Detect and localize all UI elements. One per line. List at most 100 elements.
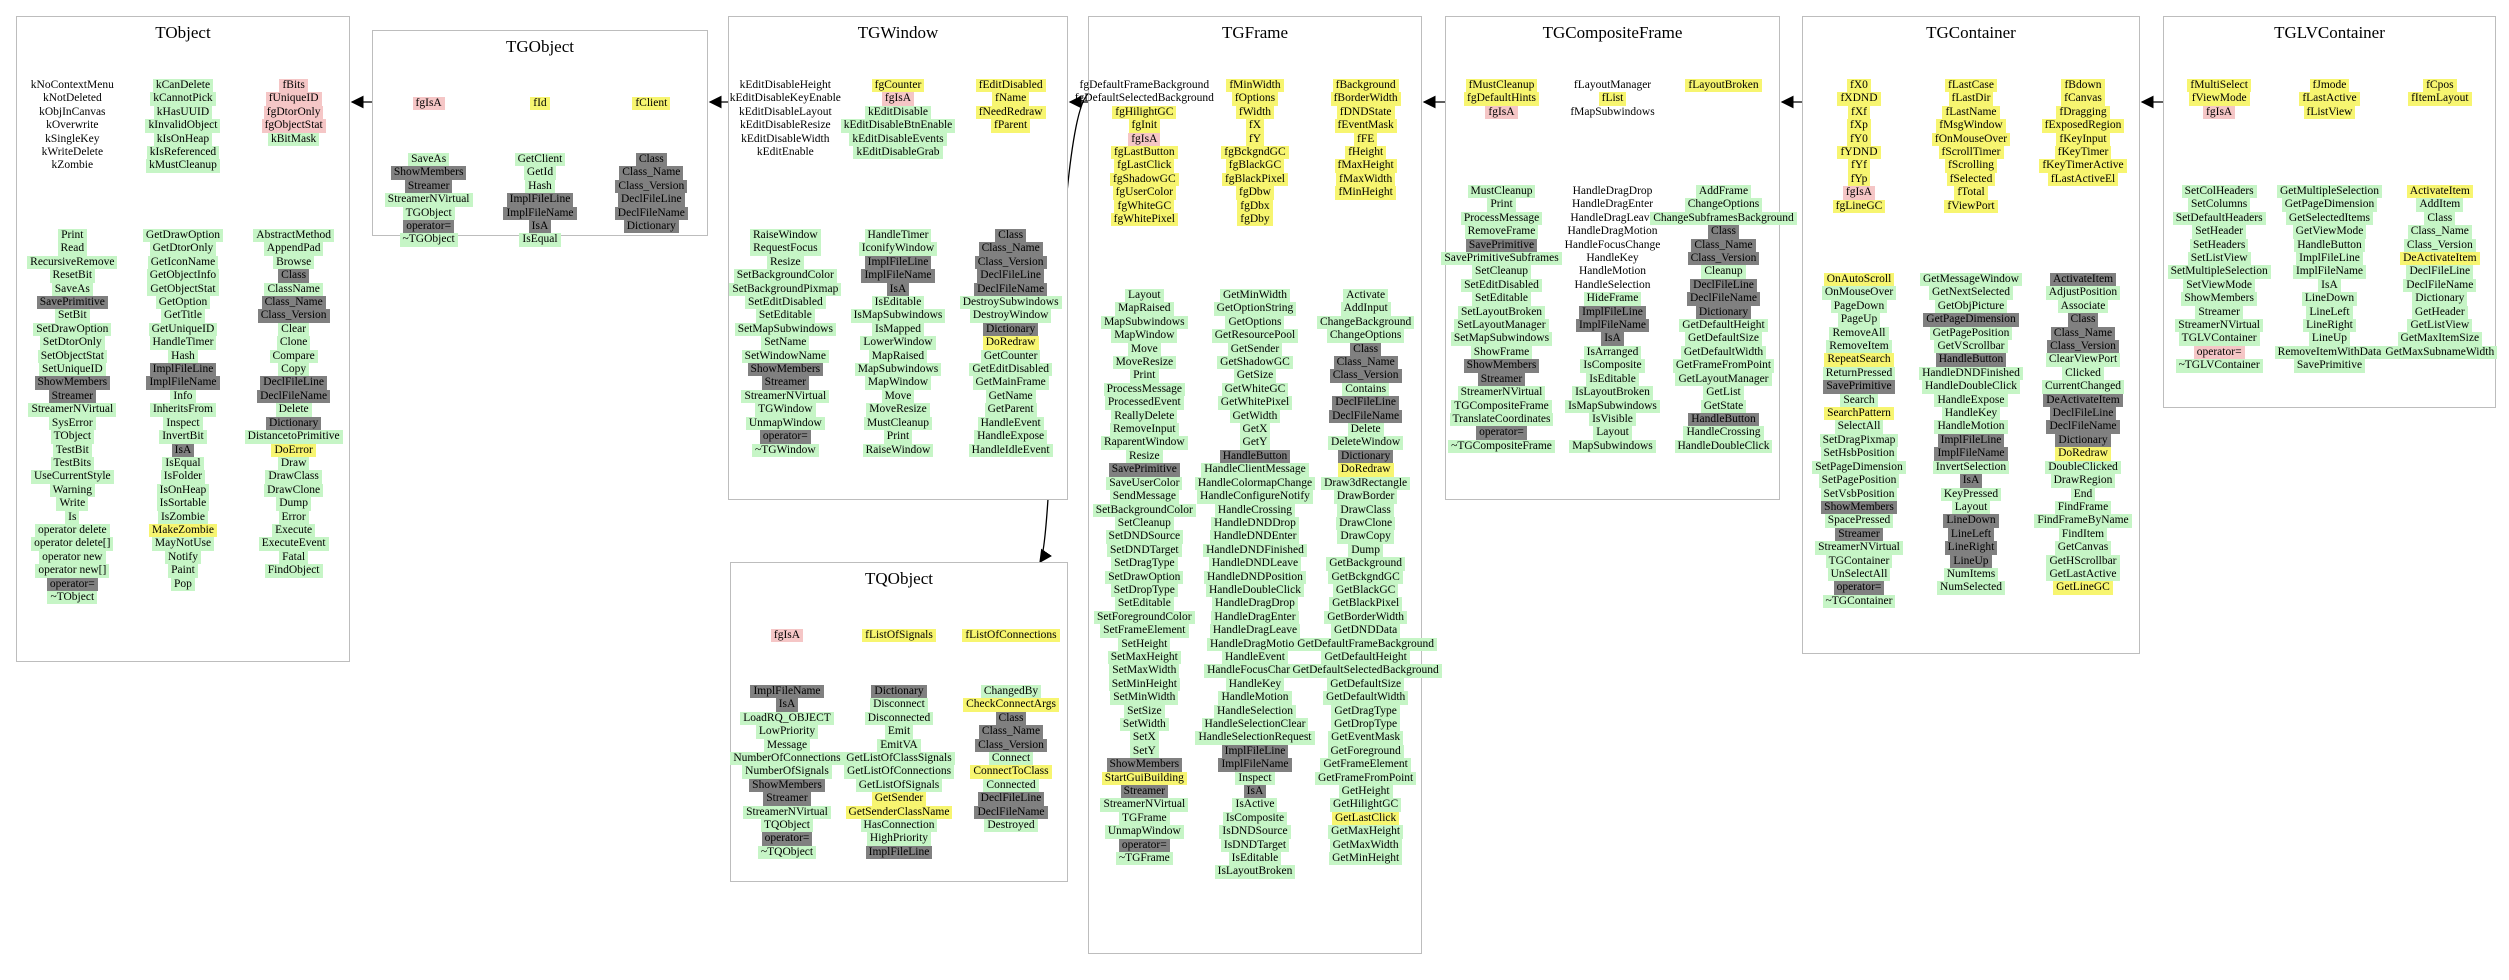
member-item: ClearViewPort xyxy=(2045,353,2121,367)
member-item: DrawRegion xyxy=(2050,474,2116,488)
member-item: fYDND xyxy=(1837,146,1881,160)
member-item: kOverwrite xyxy=(46,119,99,132)
member-item: Disconnected xyxy=(864,711,934,726)
member-item: GetDNDData xyxy=(1331,624,1401,638)
member-item: RemoveAll xyxy=(1829,326,1889,341)
member-item: fEditDisabled xyxy=(975,79,1046,93)
member-item: MapRaised xyxy=(1115,302,1174,316)
member-item: GetMaxHeight xyxy=(1328,825,1404,839)
member-item: kEditDisable xyxy=(864,105,931,120)
member-item: MapSubwindows xyxy=(1101,315,1188,330)
member-item: GetLastActive xyxy=(2046,567,2120,582)
member-item: GetWhiteGC xyxy=(1221,382,1289,397)
member-item: ChangedBy xyxy=(980,685,1042,699)
member-item: UseCurrentStyle xyxy=(30,470,114,484)
member-item: SetWindowName xyxy=(741,349,829,364)
member-column: fCpos fItemLayout xyxy=(2385,79,2494,119)
member-item: ImplFileName xyxy=(1934,447,2008,461)
member-item: fViewMode xyxy=(2188,92,2250,106)
member-item: LoadRQ_OBJECT xyxy=(740,711,834,726)
member-item: IsA xyxy=(2318,278,2341,293)
member-item: IsDNDTarget xyxy=(1220,838,1290,853)
member-item: IsLayoutBroken xyxy=(1572,386,1653,400)
member-item: SetPagePosition xyxy=(1818,474,1900,488)
member-item: fgIsA xyxy=(881,92,915,106)
member-item: Class_Version xyxy=(257,309,330,323)
member-item: Draw3dRectangle xyxy=(1321,476,1411,491)
member-item: GetShadowGC xyxy=(1217,356,1293,370)
member-item: fLayoutBroken xyxy=(1685,79,1762,93)
member-item: RepeatSearch xyxy=(1824,353,1894,367)
member-column: fJmode fLastActive fListView xyxy=(2275,79,2384,120)
member-item: fOptions xyxy=(1231,92,1279,106)
member-column: fId xyxy=(485,97,595,111)
member-item: DeclFileName xyxy=(257,389,331,404)
member-item: GetBorderWidth xyxy=(1324,610,1408,625)
member-item: GetEventMask xyxy=(1328,731,1404,745)
member-item: SavePrimitive xyxy=(1108,463,1180,477)
member-item: DestroySubwindows xyxy=(959,296,1062,310)
member-item: GetSelectedItems xyxy=(2285,211,2374,226)
member-item: Streamer xyxy=(2195,305,2243,320)
member-column: Print Read RecursiveRemove ResetBit SaveAs Sa… xyxy=(18,229,128,605)
class-box-tobject: TObject kNoContextMenu kNotDeleted kObjInC… xyxy=(16,16,350,662)
member-column: SetColHeaders SetColumns SetDefaultHeaders… xyxy=(2165,185,2274,373)
member-column: ActivateItem AddItem Class Class_Name Class_… xyxy=(2382,185,2498,373)
class-box-tglvcontainer: TGLVContainer fMultiSelect fViewMode fgIsA… xyxy=(2163,16,2498,408)
member-item: ShowMembers xyxy=(2181,292,2257,306)
member-column: kCanDelete kCannotPick kHasUUID kInvalidObj… xyxy=(128,79,238,173)
member-item: kEditDisableWidth xyxy=(741,132,830,145)
member-item: kEditDisableHeight xyxy=(739,79,831,91)
member-item: SetX xyxy=(1129,731,1159,745)
member-item: Class_Version xyxy=(974,255,1047,270)
member-item: kEditEnable xyxy=(756,146,814,159)
member-item: ImplFileName xyxy=(2292,265,2367,279)
member-item: fgIsA xyxy=(1485,105,1518,120)
member-item: ShowMembers xyxy=(747,363,824,377)
member-item: fgDbw xyxy=(1236,186,1274,200)
class-title: TGCompositeFrame xyxy=(1542,23,1683,42)
member-item: Class_Version xyxy=(975,738,1047,753)
member-item: IsMapped xyxy=(871,322,924,337)
class-title: TGContainer xyxy=(1926,23,2016,42)
member-item: Streamer xyxy=(1120,785,1169,799)
member-item: SetWidth xyxy=(1119,718,1169,732)
member-item: StreamerNVirtual xyxy=(743,805,831,820)
member-item: NumItems xyxy=(1943,567,1999,582)
member-item: fgDbx xyxy=(1237,199,1273,214)
member-item: kEditDisableLayout xyxy=(739,105,832,118)
member-item: HandleButton xyxy=(1219,449,1291,464)
member-item: fBackground xyxy=(1332,79,1399,93)
member-item: Cleanup xyxy=(1701,265,1746,279)
member-item: DeclFileLine xyxy=(260,376,327,390)
class-title: TObject xyxy=(155,23,211,42)
member-item: SetDefaultHeaders xyxy=(2172,211,2266,226)
member-item: GetDrawOption xyxy=(142,229,224,243)
member-item: HandleDNDFinished xyxy=(1203,543,1307,558)
member-item: IsDNDSource xyxy=(1219,825,1291,839)
member-item: SetLayoutManager xyxy=(1454,319,1549,333)
member-item: Emit xyxy=(884,725,914,739)
member-item: HandleFocusChange xyxy=(1204,664,1306,678)
member-item: GetPagePosition xyxy=(1929,326,2013,341)
member-item: ImplFileLine xyxy=(1579,305,1646,320)
member-item: Streamer xyxy=(404,179,453,194)
member-item: SetEditable xyxy=(1471,292,1531,306)
member-item: Streamer xyxy=(761,376,810,390)
member-item: ShowMembers xyxy=(1821,500,1897,515)
member-item: AddItem xyxy=(2416,198,2464,212)
member-item: fItemLayout xyxy=(2408,92,2472,106)
member-item: Resize xyxy=(1125,449,1163,464)
member-column: Dictionary Disconnect Disconnected Emit Emit… xyxy=(843,685,955,860)
member-item: fLastActive xyxy=(2299,92,2360,106)
member-item: Class_Name xyxy=(619,166,684,180)
member-item: Print xyxy=(1130,369,1159,383)
member-item: fgLastClick xyxy=(1114,159,1175,173)
member-item: HandleButton xyxy=(2294,238,2365,253)
member-item: ImplFileLine xyxy=(1937,433,2005,448)
member-item: HandleEvent xyxy=(977,416,1044,431)
member-item: Inspect xyxy=(1235,771,1275,786)
member-item: KeyPressed xyxy=(1940,487,2002,501)
member-item: SavePrimitive xyxy=(2293,359,2366,373)
member-item: GetMinHeight xyxy=(1329,852,1403,866)
